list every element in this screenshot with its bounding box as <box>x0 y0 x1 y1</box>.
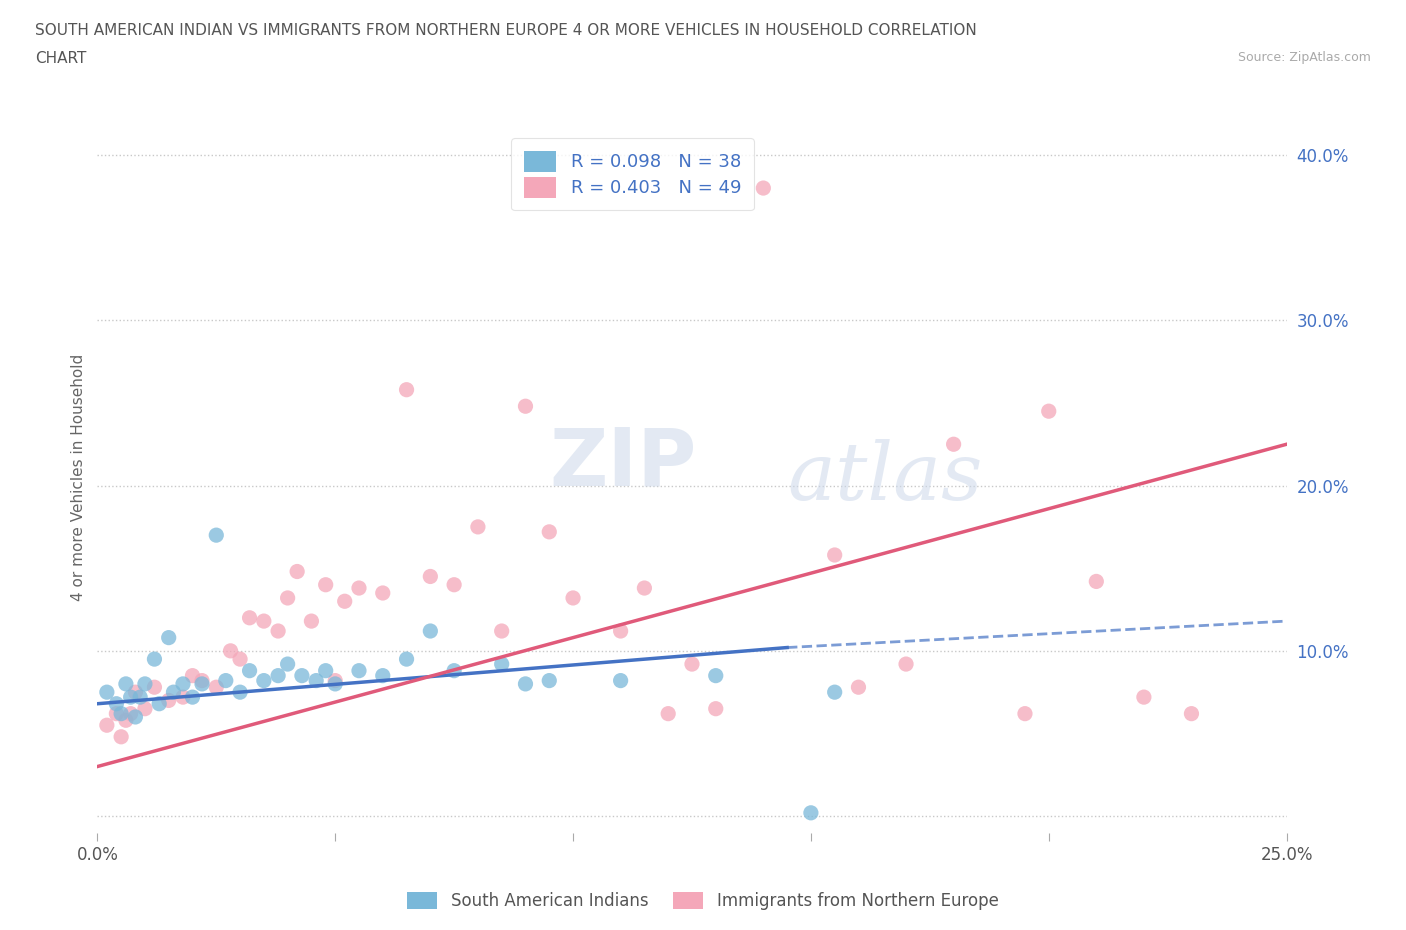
Point <box>157 693 180 708</box>
Point <box>124 710 146 724</box>
Point <box>239 610 262 625</box>
Text: Source: ZipAtlas.com: Source: ZipAtlas.com <box>1237 51 1371 64</box>
Y-axis label: 4 or more Vehicles in Household: 4 or more Vehicles in Household <box>72 353 86 601</box>
Point <box>134 701 156 716</box>
Legend: South American Indians, Immigrants from Northern Europe: South American Indians, Immigrants from … <box>401 885 1005 917</box>
Point <box>333 594 356 609</box>
Point <box>120 690 142 705</box>
Point <box>229 652 252 667</box>
Point <box>205 680 228 695</box>
Point <box>291 668 314 683</box>
Point <box>191 673 214 688</box>
Point <box>115 712 138 727</box>
Point <box>395 382 418 397</box>
Point <box>157 631 180 645</box>
Point <box>443 663 465 678</box>
Legend: R = 0.098   N = 38, R = 0.403   N = 49: R = 0.098 N = 38, R = 0.403 N = 49 <box>512 138 754 210</box>
Text: ZIP: ZIP <box>550 424 696 502</box>
Point <box>752 180 775 195</box>
Point <box>323 673 346 688</box>
Point <box>267 668 290 683</box>
Point <box>96 684 118 699</box>
Point <box>285 565 308 579</box>
Point <box>105 706 128 721</box>
Point <box>120 706 142 721</box>
Point <box>181 690 204 705</box>
Point <box>143 680 166 695</box>
Point <box>515 676 537 691</box>
Point <box>633 580 655 595</box>
Point <box>562 591 585 605</box>
Point <box>609 673 631 688</box>
Point <box>347 580 370 595</box>
Point <box>395 652 418 667</box>
Point <box>800 805 823 820</box>
Point <box>491 657 513 671</box>
Point <box>515 399 537 414</box>
Point <box>110 729 132 744</box>
Point <box>371 586 394 601</box>
Point <box>315 578 337 592</box>
Point <box>299 614 322 629</box>
Point <box>315 663 337 678</box>
Point <box>894 657 917 671</box>
Point <box>239 663 262 678</box>
Point <box>419 569 441 584</box>
Point <box>115 676 138 691</box>
Point <box>848 680 870 695</box>
Point <box>277 591 299 605</box>
Point <box>143 652 166 667</box>
Point <box>538 525 561 539</box>
Point <box>124 684 146 699</box>
Text: CHART: CHART <box>35 51 87 66</box>
Point <box>96 718 118 733</box>
Point <box>277 657 299 671</box>
Point <box>229 684 252 699</box>
Point <box>824 684 846 699</box>
Point <box>1180 706 1202 721</box>
Point <box>305 673 328 688</box>
Point <box>467 520 489 535</box>
Point <box>129 690 152 705</box>
Point <box>253 614 276 629</box>
Point <box>371 668 394 683</box>
Point <box>1085 574 1108 589</box>
Point <box>609 624 631 639</box>
Point <box>172 690 194 705</box>
Point <box>1038 404 1060 418</box>
Point <box>538 673 561 688</box>
Point <box>657 706 679 721</box>
Text: atlas: atlas <box>787 439 983 516</box>
Point <box>704 668 727 683</box>
Point <box>215 673 238 688</box>
Point <box>704 701 727 716</box>
Point <box>347 663 370 678</box>
Text: SOUTH AMERICAN INDIAN VS IMMIGRANTS FROM NORTHERN EUROPE 4 OR MORE VEHICLES IN H: SOUTH AMERICAN INDIAN VS IMMIGRANTS FROM… <box>35 23 977 38</box>
Point <box>942 437 965 452</box>
Point <box>162 684 184 699</box>
Point <box>491 624 513 639</box>
Point <box>134 676 156 691</box>
Point <box>105 697 128 711</box>
Point <box>419 624 441 639</box>
Point <box>681 657 703 671</box>
Point <box>148 697 170 711</box>
Point <box>443 578 465 592</box>
Point <box>191 676 214 691</box>
Point <box>253 673 276 688</box>
Point <box>205 527 228 542</box>
Point <box>1014 706 1036 721</box>
Point <box>824 548 846 563</box>
Point <box>172 676 194 691</box>
Point <box>323 676 346 691</box>
Point <box>219 644 242 658</box>
Point <box>181 668 204 683</box>
Point <box>267 624 290 639</box>
Point <box>110 706 132 721</box>
Point <box>1133 690 1156 705</box>
